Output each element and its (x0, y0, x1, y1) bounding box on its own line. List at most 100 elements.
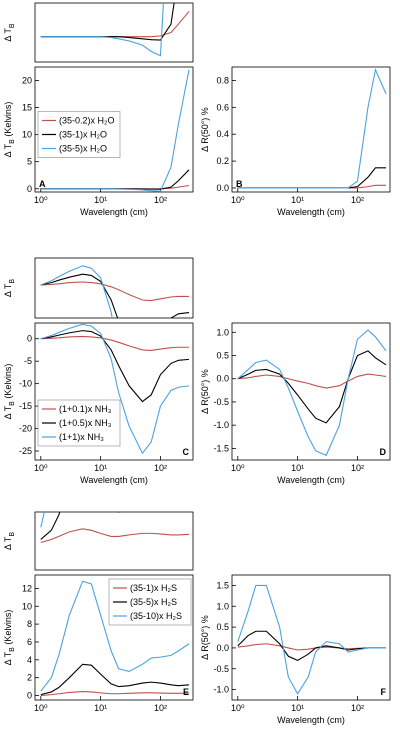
data-line (40, 335, 189, 351)
y-axis-label-part: Δ R(50°) % (200, 369, 210, 414)
y-tick-label: 2 (27, 673, 32, 683)
data-line (237, 329, 387, 457)
y-tick-label: 0.6 (216, 102, 229, 112)
y-tick-label: 10 (22, 601, 32, 611)
y-tick-label: 0 (27, 184, 32, 194)
y-tick-label: 0 (27, 691, 32, 701)
y-axis-label-part: B (9, 532, 16, 537)
y-axis-label-part: Δ T (3, 405, 13, 419)
y-tick-label: 6 (27, 637, 32, 647)
legend-label: (1+1)x NH₃ (59, 432, 104, 442)
x-tick-label: 10¹ (94, 195, 107, 205)
data-line (40, 690, 189, 697)
legend-label: (35-10)x H₂S (130, 611, 182, 621)
y-axis-label: Δ TB (3, 532, 16, 551)
series-group (40, 323, 190, 455)
y-axis-label: Δ TB (Kelvins) (3, 610, 16, 666)
x-tick-label: 10² (154, 703, 167, 713)
y-tick-label: -1.0 (213, 420, 229, 430)
y-axis-label-part: (Kelvins) (3, 102, 13, 140)
y-tick-label: -15 (19, 401, 32, 411)
x-axis-label: Wavelength (cm) (277, 715, 345, 725)
y-axis-label-part: (Kelvins) (3, 610, 13, 648)
y-tick-label: 12 (22, 583, 32, 593)
y-axis-label-part: B (9, 279, 16, 284)
data-line (237, 630, 386, 662)
plot-frame (231, 574, 391, 701)
data-line (40, 323, 190, 455)
data-line (237, 350, 387, 424)
data-line (40, 281, 189, 302)
y-tick-label: 20 (22, 76, 32, 86)
y-tick-label: 1.0 (216, 327, 229, 337)
y-tick-label: 0.8 (216, 75, 229, 85)
panel-label: C (183, 447, 190, 457)
plot-frame (34, 511, 194, 571)
series-group (237, 584, 386, 695)
y-axis-label: Δ TB (Kelvins) (3, 102, 16, 158)
y-tick-label: 0.0 (216, 183, 229, 193)
panel-label: D (380, 447, 387, 457)
data-line (237, 67, 387, 189)
data-line (40, 273, 190, 318)
x-tick-label: 10¹ (94, 463, 107, 473)
y-tick-label: 0 (27, 334, 32, 344)
y-tick-label: -5 (24, 356, 32, 366)
data-line (40, 580, 190, 692)
panel-label: B (236, 179, 243, 189)
y-axis-label-part: B (9, 139, 16, 144)
data-line (40, 3, 164, 57)
x-tick-label: 10¹ (291, 195, 304, 205)
y-tick-label: 0.5 (216, 622, 229, 632)
legend-label: (35-0.2)x H₂O (59, 116, 115, 126)
plot-frame (34, 257, 194, 319)
x-axis-label: Wavelength (cm) (80, 207, 148, 217)
y-axis-label-part: Δ T (3, 143, 13, 157)
y-tick-label: 0.0 (216, 374, 229, 384)
y-axis-label: Δ R(50°) % (200, 107, 210, 152)
y-axis-label-part: Δ R(50°) % (200, 107, 210, 152)
y-axis-label-part: Δ T (3, 651, 13, 665)
data-line (40, 663, 190, 696)
x-tick-label: 10⁰ (231, 463, 245, 473)
legend-label: (35-1)x H₂S (130, 583, 177, 593)
series-group (40, 3, 190, 57)
y-tick-label: 0.0 (216, 643, 229, 653)
series-group (40, 69, 190, 192)
y-tick-label: 8 (27, 619, 32, 629)
series-group (237, 329, 387, 457)
y-axis-label-part: B (9, 23, 16, 28)
y-tick-label: 15 (22, 103, 32, 113)
plot-frame (231, 322, 391, 461)
x-tick-label: 10⁰ (34, 195, 48, 205)
x-tick-label: 10⁰ (231, 703, 245, 713)
y-axis-label-part: Δ T (3, 28, 13, 42)
plot-frame (34, 66, 194, 193)
y-axis-label-part: Δ T (3, 283, 13, 297)
data-line (40, 512, 121, 540)
data-line (237, 373, 387, 389)
data-line (237, 584, 386, 695)
y-tick-label: 10 (22, 130, 32, 140)
x-tick-label: 10² (154, 195, 167, 205)
legend-label: (35-1)x H₂O (59, 130, 107, 140)
x-tick-label: 10² (351, 195, 364, 205)
x-tick-label: 10² (154, 463, 167, 473)
y-tick-label: 0.2 (216, 156, 229, 166)
x-tick-label: 10¹ (291, 703, 304, 713)
data-line (40, 169, 190, 190)
data-line (40, 265, 113, 318)
x-tick-label: 10¹ (291, 463, 304, 473)
y-axis-label-part: Δ R(50°) % (200, 615, 210, 660)
y-tick-label: -0.5 (213, 397, 229, 407)
legend-label: (35-5)x H₂O (59, 144, 107, 154)
legend-label: (1+0.1)x NH₃ (59, 404, 112, 414)
y-axis-label: Δ TB (3, 279, 16, 298)
y-tick-label: -25 (19, 446, 32, 456)
plot-frame (34, 574, 194, 701)
y-axis-label-part: B (9, 401, 16, 406)
y-tick-label: 4 (27, 655, 32, 665)
y-tick-label: -0.5 (213, 664, 229, 674)
